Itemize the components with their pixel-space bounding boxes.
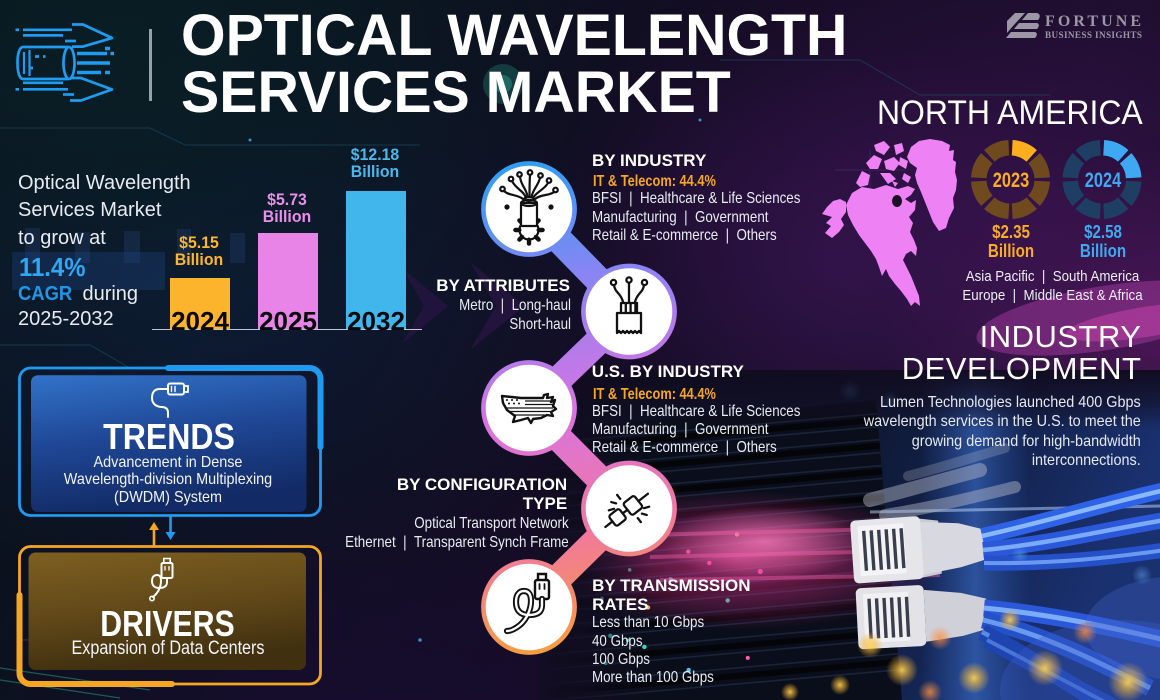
svg-text:FORTUNE: FORTUNE	[1045, 13, 1141, 30]
svg-text:BUSINESS INSIGHTS: BUSINESS INSIGHTS	[1045, 30, 1142, 40]
